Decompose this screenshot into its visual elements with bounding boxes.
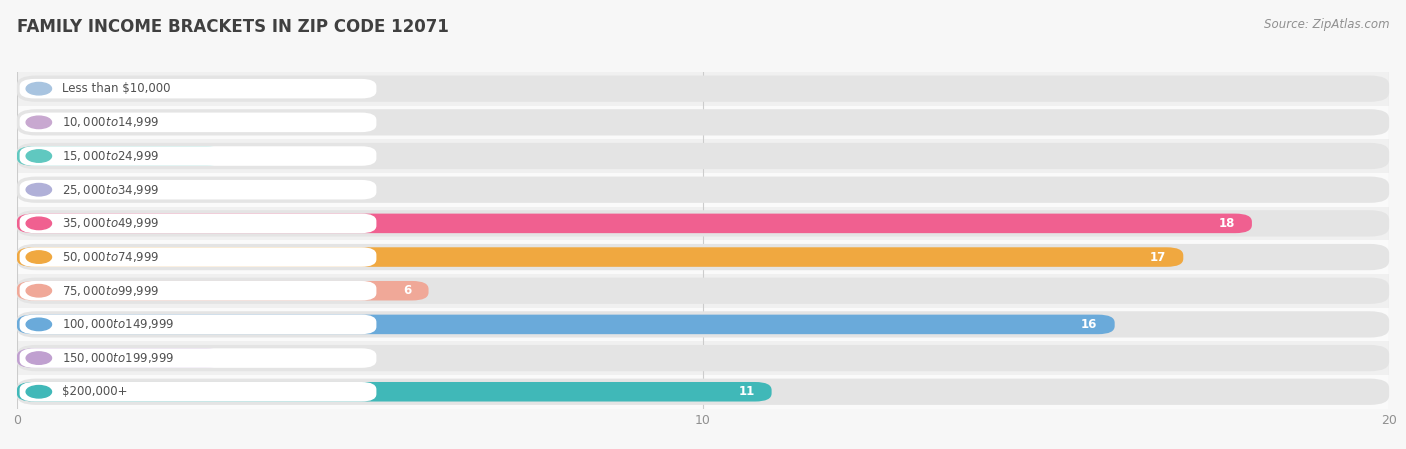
Text: 3: 3 (197, 150, 205, 163)
FancyBboxPatch shape (17, 311, 1389, 338)
FancyBboxPatch shape (17, 348, 222, 368)
Text: 3: 3 (197, 352, 205, 365)
Bar (17, 106, 1389, 139)
Text: $35,000 to $49,999: $35,000 to $49,999 (62, 216, 160, 230)
Bar (17, 308, 1389, 341)
Text: $15,000 to $24,999: $15,000 to $24,999 (62, 149, 160, 163)
Text: 17: 17 (1150, 251, 1166, 264)
Text: 0: 0 (41, 82, 49, 95)
Circle shape (27, 217, 52, 229)
FancyBboxPatch shape (20, 113, 377, 132)
FancyBboxPatch shape (20, 79, 377, 98)
Text: 18: 18 (1219, 217, 1234, 230)
Circle shape (27, 386, 52, 398)
FancyBboxPatch shape (17, 315, 1115, 334)
FancyBboxPatch shape (17, 382, 772, 401)
Circle shape (27, 150, 52, 162)
FancyBboxPatch shape (20, 348, 377, 368)
FancyBboxPatch shape (17, 277, 1389, 304)
Circle shape (27, 251, 52, 263)
Bar (17, 173, 1389, 207)
Circle shape (27, 318, 52, 330)
FancyBboxPatch shape (17, 143, 1389, 169)
Bar (17, 240, 1389, 274)
FancyBboxPatch shape (20, 281, 377, 300)
Text: 16: 16 (1081, 318, 1098, 331)
FancyBboxPatch shape (20, 315, 377, 334)
FancyBboxPatch shape (20, 214, 377, 233)
Bar (17, 139, 1389, 173)
FancyBboxPatch shape (17, 379, 1389, 405)
FancyBboxPatch shape (17, 176, 1389, 203)
Circle shape (27, 116, 52, 128)
Text: $50,000 to $74,999: $50,000 to $74,999 (62, 250, 160, 264)
FancyBboxPatch shape (17, 244, 1389, 270)
Bar (17, 72, 1389, 106)
Text: 11: 11 (738, 385, 755, 398)
FancyBboxPatch shape (17, 281, 429, 300)
Text: $25,000 to $34,999: $25,000 to $34,999 (62, 183, 160, 197)
Text: $10,000 to $14,999: $10,000 to $14,999 (62, 115, 160, 129)
Text: $75,000 to $99,999: $75,000 to $99,999 (62, 284, 160, 298)
Text: 0: 0 (41, 116, 49, 129)
FancyBboxPatch shape (20, 146, 377, 166)
FancyBboxPatch shape (17, 345, 1389, 371)
Text: $150,000 to $199,999: $150,000 to $199,999 (62, 351, 174, 365)
Bar (17, 274, 1389, 308)
FancyBboxPatch shape (20, 180, 377, 199)
FancyBboxPatch shape (17, 146, 222, 166)
FancyBboxPatch shape (20, 382, 377, 401)
Circle shape (27, 83, 52, 95)
Text: 0: 0 (41, 183, 49, 196)
Text: Source: ZipAtlas.com: Source: ZipAtlas.com (1264, 18, 1389, 31)
FancyBboxPatch shape (17, 109, 1389, 136)
Circle shape (27, 285, 52, 297)
FancyBboxPatch shape (17, 214, 1251, 233)
Bar (17, 375, 1389, 409)
Bar (17, 207, 1389, 240)
FancyBboxPatch shape (17, 247, 1184, 267)
Text: 6: 6 (404, 284, 412, 297)
Circle shape (27, 184, 52, 196)
Text: $200,000+: $200,000+ (62, 385, 128, 398)
FancyBboxPatch shape (17, 210, 1389, 237)
Text: FAMILY INCOME BRACKETS IN ZIP CODE 12071: FAMILY INCOME BRACKETS IN ZIP CODE 12071 (17, 18, 449, 36)
Text: Less than $10,000: Less than $10,000 (62, 82, 170, 95)
Text: $100,000 to $149,999: $100,000 to $149,999 (62, 317, 174, 331)
FancyBboxPatch shape (20, 247, 377, 267)
Circle shape (27, 352, 52, 364)
FancyBboxPatch shape (17, 75, 1389, 102)
Bar (17, 341, 1389, 375)
